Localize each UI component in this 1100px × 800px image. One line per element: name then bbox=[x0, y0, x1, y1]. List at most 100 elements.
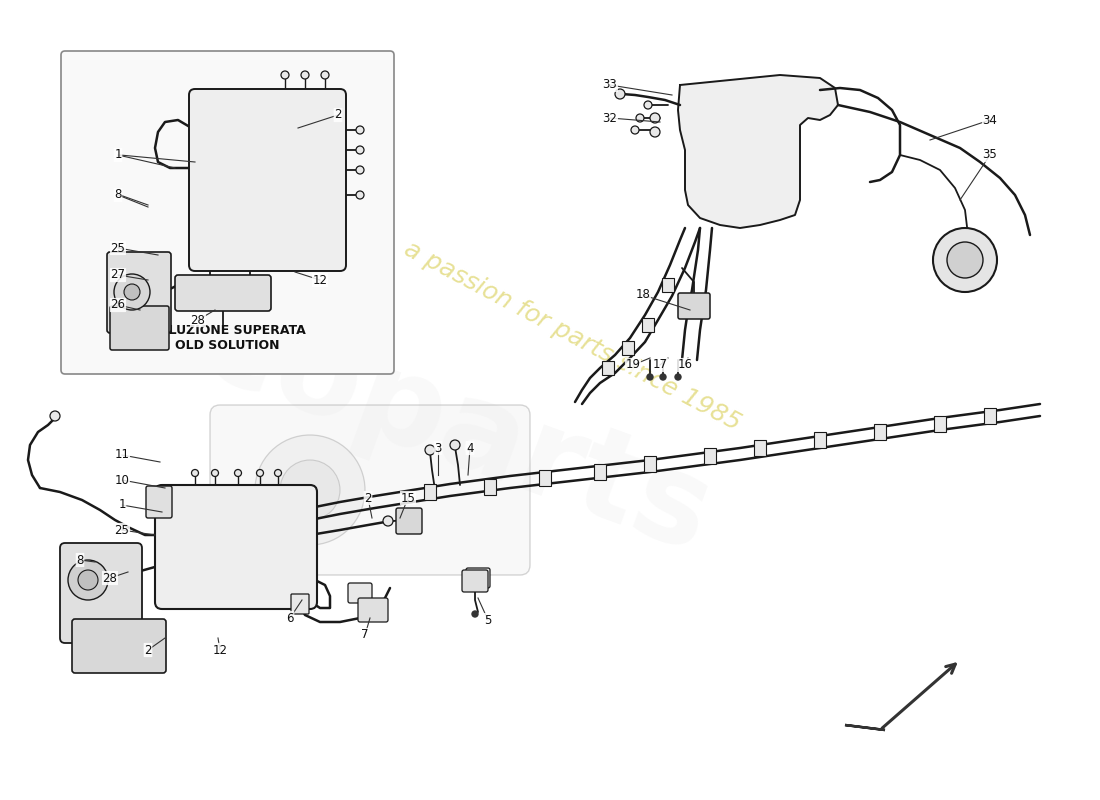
Circle shape bbox=[68, 560, 108, 600]
FancyBboxPatch shape bbox=[107, 252, 170, 333]
Bar bbox=[984, 408, 996, 424]
Circle shape bbox=[636, 114, 644, 122]
Text: 18: 18 bbox=[636, 289, 650, 302]
Circle shape bbox=[650, 113, 660, 123]
Text: 4: 4 bbox=[466, 442, 474, 454]
Circle shape bbox=[275, 470, 282, 477]
FancyBboxPatch shape bbox=[396, 508, 422, 534]
FancyBboxPatch shape bbox=[210, 405, 530, 575]
Text: 28: 28 bbox=[190, 314, 206, 326]
Bar bbox=[874, 424, 886, 440]
Bar bbox=[934, 416, 946, 432]
Circle shape bbox=[78, 570, 98, 590]
Bar bbox=[642, 318, 654, 332]
FancyBboxPatch shape bbox=[678, 293, 710, 319]
FancyBboxPatch shape bbox=[110, 306, 169, 350]
FancyBboxPatch shape bbox=[292, 594, 309, 614]
FancyBboxPatch shape bbox=[60, 543, 142, 643]
Circle shape bbox=[114, 274, 150, 310]
Bar bbox=[484, 479, 496, 495]
Circle shape bbox=[211, 470, 219, 477]
FancyBboxPatch shape bbox=[146, 486, 172, 518]
Text: 3: 3 bbox=[434, 442, 442, 454]
Text: 8: 8 bbox=[114, 189, 122, 202]
Circle shape bbox=[356, 166, 364, 174]
Circle shape bbox=[321, 71, 329, 79]
Text: 10: 10 bbox=[114, 474, 130, 486]
Text: 2: 2 bbox=[144, 643, 152, 657]
FancyBboxPatch shape bbox=[175, 275, 271, 311]
Circle shape bbox=[650, 127, 660, 137]
Text: 25: 25 bbox=[111, 242, 125, 254]
Text: 16: 16 bbox=[678, 358, 693, 371]
Circle shape bbox=[647, 374, 653, 380]
Circle shape bbox=[933, 228, 997, 292]
Text: SOLUZIONE SUPERATA
OLD SOLUTION: SOLUZIONE SUPERATA OLD SOLUTION bbox=[150, 324, 306, 352]
Circle shape bbox=[615, 89, 625, 99]
Bar bbox=[814, 432, 826, 448]
Circle shape bbox=[631, 126, 639, 134]
Circle shape bbox=[425, 445, 435, 455]
Text: 34: 34 bbox=[982, 114, 998, 126]
Circle shape bbox=[255, 435, 365, 545]
FancyBboxPatch shape bbox=[155, 485, 317, 609]
Circle shape bbox=[356, 146, 364, 154]
Text: 25: 25 bbox=[114, 523, 130, 537]
Circle shape bbox=[356, 126, 364, 134]
Circle shape bbox=[256, 470, 264, 477]
Text: 26: 26 bbox=[110, 298, 125, 311]
Bar bbox=[644, 456, 656, 472]
FancyBboxPatch shape bbox=[60, 51, 394, 374]
Bar bbox=[424, 484, 436, 500]
Bar bbox=[662, 278, 674, 292]
Text: 28: 28 bbox=[102, 571, 118, 585]
Text: 35: 35 bbox=[982, 149, 998, 162]
Text: 12: 12 bbox=[312, 274, 328, 286]
FancyBboxPatch shape bbox=[462, 570, 488, 592]
Text: 11: 11 bbox=[114, 449, 130, 462]
Circle shape bbox=[191, 470, 198, 477]
Circle shape bbox=[644, 101, 652, 109]
Polygon shape bbox=[845, 725, 886, 730]
Circle shape bbox=[234, 470, 242, 477]
Bar bbox=[602, 361, 614, 375]
Circle shape bbox=[280, 460, 340, 520]
Text: 2: 2 bbox=[334, 109, 342, 122]
Text: 19: 19 bbox=[626, 358, 640, 371]
FancyBboxPatch shape bbox=[189, 89, 346, 271]
Bar bbox=[539, 470, 551, 486]
Text: 5: 5 bbox=[484, 614, 492, 626]
Text: 27: 27 bbox=[110, 269, 125, 282]
Circle shape bbox=[450, 440, 460, 450]
FancyBboxPatch shape bbox=[72, 619, 166, 673]
Text: 2: 2 bbox=[364, 491, 372, 505]
FancyBboxPatch shape bbox=[358, 598, 388, 622]
Circle shape bbox=[92, 637, 98, 643]
Circle shape bbox=[280, 71, 289, 79]
Text: 1: 1 bbox=[114, 149, 122, 162]
Text: ecoparts: ecoparts bbox=[109, 254, 727, 578]
Circle shape bbox=[383, 516, 393, 526]
Text: 32: 32 bbox=[603, 111, 617, 125]
Text: 1: 1 bbox=[119, 498, 125, 511]
Circle shape bbox=[947, 242, 983, 278]
Circle shape bbox=[112, 637, 118, 643]
Bar bbox=[621, 341, 634, 355]
Text: 7: 7 bbox=[361, 629, 368, 642]
FancyBboxPatch shape bbox=[348, 583, 372, 603]
Circle shape bbox=[301, 71, 309, 79]
Text: 12: 12 bbox=[212, 643, 228, 657]
Circle shape bbox=[675, 374, 681, 380]
Text: 17: 17 bbox=[652, 358, 668, 371]
Circle shape bbox=[356, 191, 364, 199]
Text: a passion for parts since 1985: a passion for parts since 1985 bbox=[399, 237, 745, 435]
Text: 33: 33 bbox=[603, 78, 617, 91]
Text: 6: 6 bbox=[286, 611, 294, 625]
Bar bbox=[704, 448, 716, 464]
Text: 8: 8 bbox=[76, 554, 84, 566]
Circle shape bbox=[50, 411, 60, 421]
Text: 15: 15 bbox=[400, 491, 416, 505]
Circle shape bbox=[472, 611, 478, 617]
Bar bbox=[594, 464, 606, 480]
Polygon shape bbox=[678, 75, 838, 228]
